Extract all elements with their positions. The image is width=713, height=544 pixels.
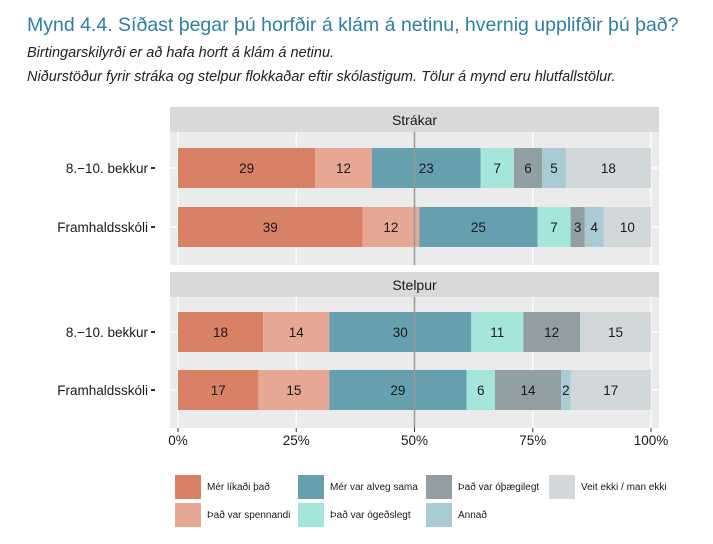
bar-segment [258, 370, 330, 410]
legend-label: Veit ekki / man ekki [581, 482, 667, 493]
bar-segment [471, 312, 524, 352]
figure-title: Mynd 4.4. Síðast þegar þú horfðir á klám… [27, 14, 679, 36]
bar-value-label: 6 [477, 383, 485, 398]
bar-segment [561, 370, 571, 410]
bar-segment [329, 312, 472, 352]
bar-value-label: 18 [213, 325, 228, 340]
legend-swatch [298, 475, 324, 499]
figure-subtitle-condition: Birtingarskilyrði er að hafa horft á klá… [27, 45, 335, 61]
bar-segment [329, 370, 467, 410]
bar-value-label: 17 [603, 383, 618, 398]
bar-segment [565, 148, 651, 188]
bar-value-label: 30 [393, 325, 408, 340]
bar-segment [513, 148, 543, 188]
legend-label: Það var spennandi [207, 509, 290, 521]
panel-strip [170, 107, 659, 132]
bar-value-label: 12 [336, 161, 351, 176]
legend-label: Mér var alveg sama [330, 482, 418, 493]
bar-segment [263, 312, 330, 352]
category-label: Framhaldsskóli [57, 383, 148, 398]
bar-segment [178, 312, 264, 352]
bar-segment [523, 312, 581, 352]
legend-label: Annað [458, 509, 487, 521]
bar-value-label: 14 [289, 325, 305, 340]
bar-segment [584, 207, 604, 247]
bar-value-label: 25 [471, 220, 486, 235]
bar-segment [362, 207, 420, 247]
panel-title: Stelpur [392, 277, 437, 293]
bar-value-label: 29 [390, 383, 405, 398]
bar-segment [178, 207, 363, 247]
category-label: Framhaldsskóli [57, 220, 148, 235]
bar-segment [178, 370, 259, 410]
legend-swatch [175, 503, 201, 527]
bar-value-label: 12 [544, 325, 559, 340]
bar-segment [542, 148, 566, 188]
bar-value-label: 3 [574, 220, 582, 235]
bar-value-label: 7 [494, 161, 502, 176]
bar-value-label: 11 [490, 325, 504, 340]
bar-segment [570, 207, 585, 247]
legend-swatch [175, 475, 201, 499]
bar-value-label: 12 [383, 220, 398, 235]
bar-value-label: 10 [620, 220, 635, 235]
bar-value-label: 14 [521, 383, 537, 398]
legend-label: Mér líkaði það [207, 481, 270, 493]
bar-segment [466, 370, 495, 410]
bar-segment [570, 370, 651, 410]
bar-value-label: 6 [524, 161, 532, 176]
legend-swatch [298, 503, 324, 527]
bar-segment [603, 207, 651, 247]
bar-segment [537, 207, 571, 247]
bar-segment [494, 370, 562, 410]
legend-swatch [426, 475, 452, 499]
bar-value-label: 15 [608, 325, 623, 340]
bar-value-label: 17 [211, 383, 226, 398]
legend-label: Það var óþægilegt [458, 481, 539, 493]
bar-value-label: 39 [263, 220, 278, 235]
figure-subtitle-description: Niðurstöður fyrir stráka og stelpur flok… [27, 69, 616, 85]
bar-segment [371, 148, 481, 188]
bar-segment [580, 312, 651, 352]
x-axis-tick-label: 100% [634, 433, 669, 448]
panel-title: Strákar [392, 112, 437, 128]
bar-value-label: 15 [286, 383, 301, 398]
category-label: 8.−10. bekkur [66, 161, 149, 176]
bar-value-label: 23 [419, 161, 434, 176]
bar-value-label: 2 [562, 383, 570, 398]
legend-label: Það var ógeðslegt [330, 509, 411, 521]
legend-swatch [549, 475, 575, 499]
bar-value-label: 18 [601, 161, 616, 176]
bar-value-label: 7 [550, 220, 558, 235]
panel-strip [170, 272, 659, 297]
bar-segment [480, 148, 514, 188]
x-axis-tick-label: 25% [283, 433, 310, 448]
x-axis-tick-label: 50% [401, 433, 428, 448]
category-label: 8.−10. bekkur [66, 325, 149, 340]
bar-value-label: 29 [239, 161, 254, 176]
legend-swatch [426, 503, 452, 527]
x-axis-tick-label: 0% [168, 433, 188, 448]
bar-segment [178, 148, 316, 188]
bar-segment [419, 207, 538, 247]
bar-value-label: 5 [550, 161, 558, 176]
bar-value-label: 4 [590, 220, 598, 235]
bar-segment [315, 148, 372, 188]
x-axis-tick-label: 75% [519, 433, 546, 448]
